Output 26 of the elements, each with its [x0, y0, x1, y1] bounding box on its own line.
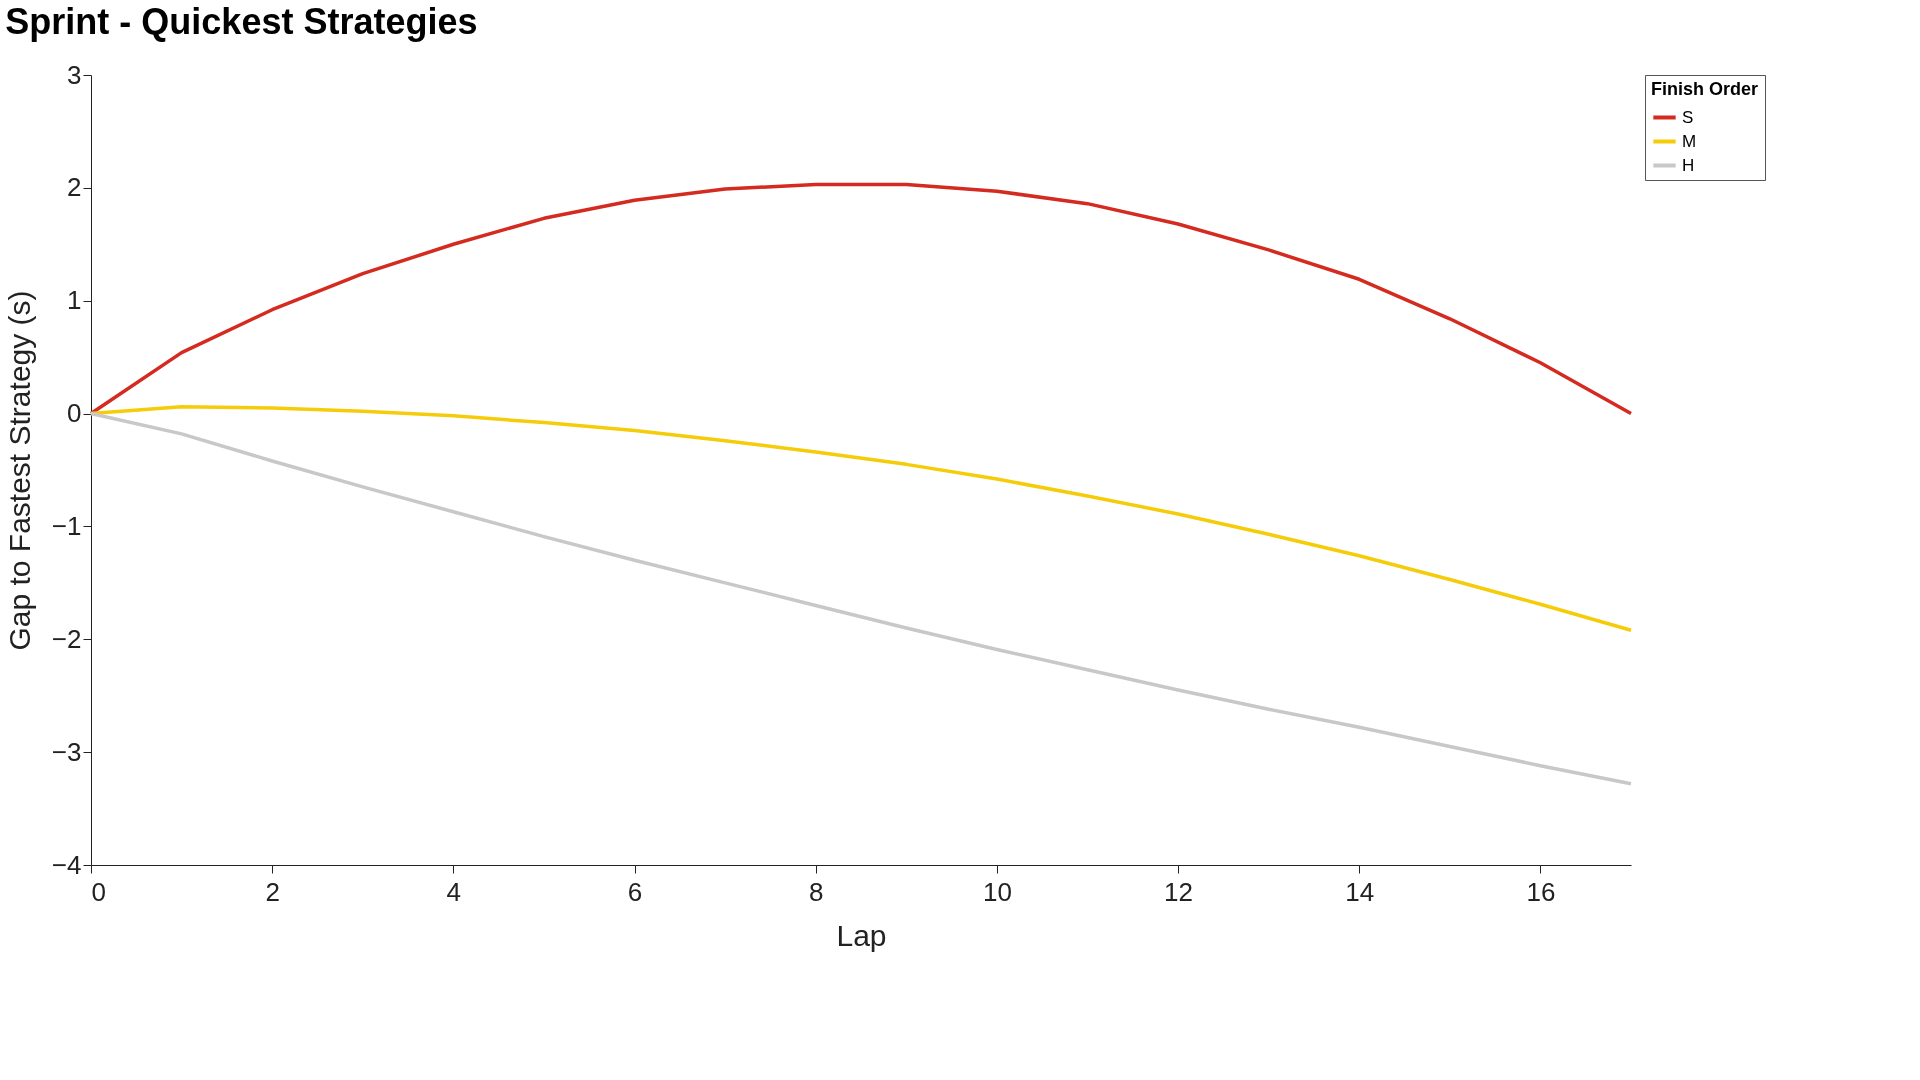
y-tick-label: 0 — [67, 398, 82, 429]
y-tick-label: 2 — [67, 172, 82, 203]
x-tick-label: 0 — [91, 876, 106, 907]
legend-label: H — [1682, 155, 1695, 175]
x-tick-label: 2 — [265, 876, 280, 907]
y-tick-label: 1 — [67, 285, 82, 316]
x-axis-title: Lap — [836, 918, 887, 952]
line-series — [89, 182, 1633, 416]
y-tick-label: −2 — [51, 623, 82, 654]
y-tick-label: −1 — [51, 510, 82, 541]
x-tick-label: 4 — [446, 876, 462, 907]
x-tick-label: 16 — [1526, 876, 1556, 907]
y-tick-label: −4 — [51, 849, 82, 880]
y-axis-title: Gap to Fastest Strategy (s) — [2, 290, 36, 651]
x-tick-label: 6 — [627, 876, 643, 907]
x-tick-label: 8 — [808, 876, 824, 907]
x-tick-label: 12 — [1164, 876, 1194, 907]
y-tick-label: −3 — [51, 736, 82, 767]
x-tick-label: 14 — [1345, 876, 1375, 907]
chart-title: Sprint - Quickest Strategies — [5, 1, 478, 42]
legend-label: S — [1682, 107, 1694, 127]
line-series — [89, 411, 1633, 786]
legend-label: M — [1682, 131, 1697, 151]
x-tick-label: 10 — [982, 876, 1012, 907]
legend-title: Finish Order — [1651, 79, 1759, 99]
y-tick-label: 3 — [67, 59, 82, 90]
